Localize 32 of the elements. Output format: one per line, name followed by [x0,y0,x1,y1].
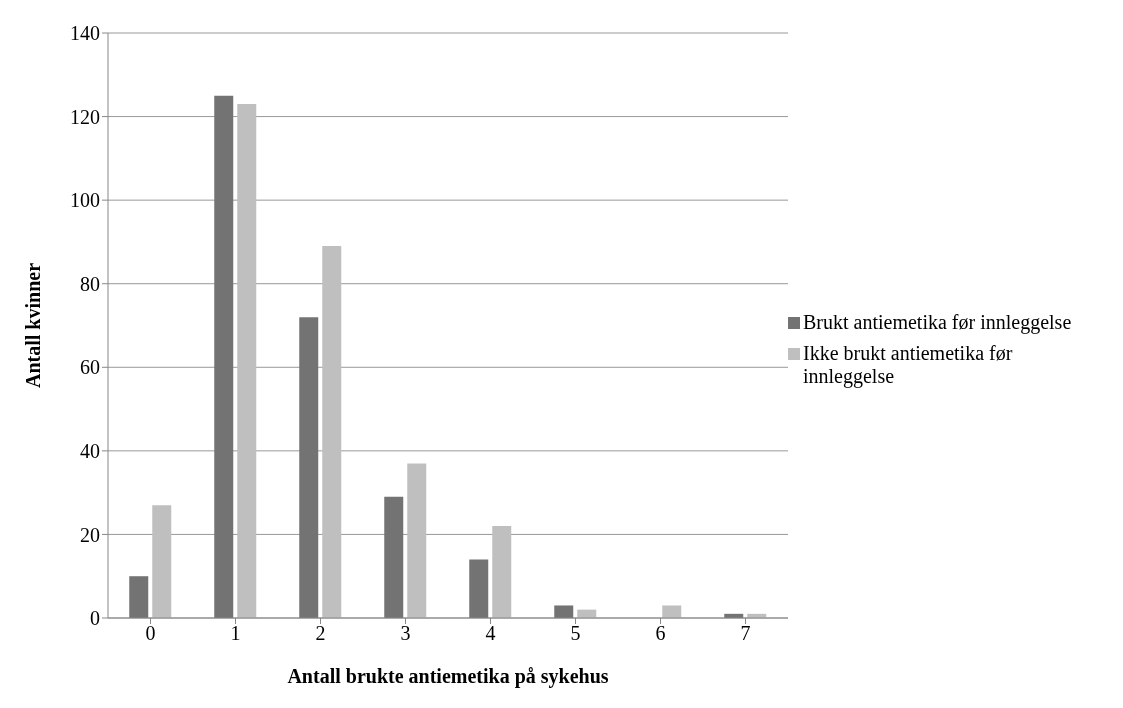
bar [237,104,257,618]
x-tick-label: 1 [230,622,241,645]
y-tick-label: 80 [80,272,100,295]
y-tick-label: 0 [90,607,100,630]
x-tick-label: 2 [315,622,326,645]
x-tick-label: 6 [655,622,666,645]
bar [129,576,149,618]
legend-label: Brukt antiemetika før innleggelse [803,310,1072,334]
x-tick-label: 7 [740,622,751,645]
bar [469,559,489,618]
x-tick-label: 0 [145,622,156,645]
x-tick-label: 3 [400,622,411,645]
bar [492,526,512,618]
x-axis-title: Antall brukte antiemetika på sykehus [287,665,609,688]
y-tick-label: 120 [70,105,100,128]
bar [662,605,682,618]
y-tick-label: 140 [70,22,100,45]
bar [407,463,427,618]
y-tick-label: 60 [80,356,100,379]
y-tick-label: 20 [80,523,100,546]
bar [152,505,172,618]
bar [214,95,234,618]
y-tick-label: 100 [70,189,100,212]
y-axis-title: Antall kvinner [22,262,45,389]
x-tick-label: 5 [570,622,581,645]
bar [299,317,319,618]
bar [554,605,574,618]
legend-label: Ikke brukt antiemetika før innleggelse [803,341,1014,388]
x-tick-label: 4 [485,622,496,645]
bar [384,496,404,618]
bar [322,246,342,618]
y-tick-label: 40 [80,439,100,462]
